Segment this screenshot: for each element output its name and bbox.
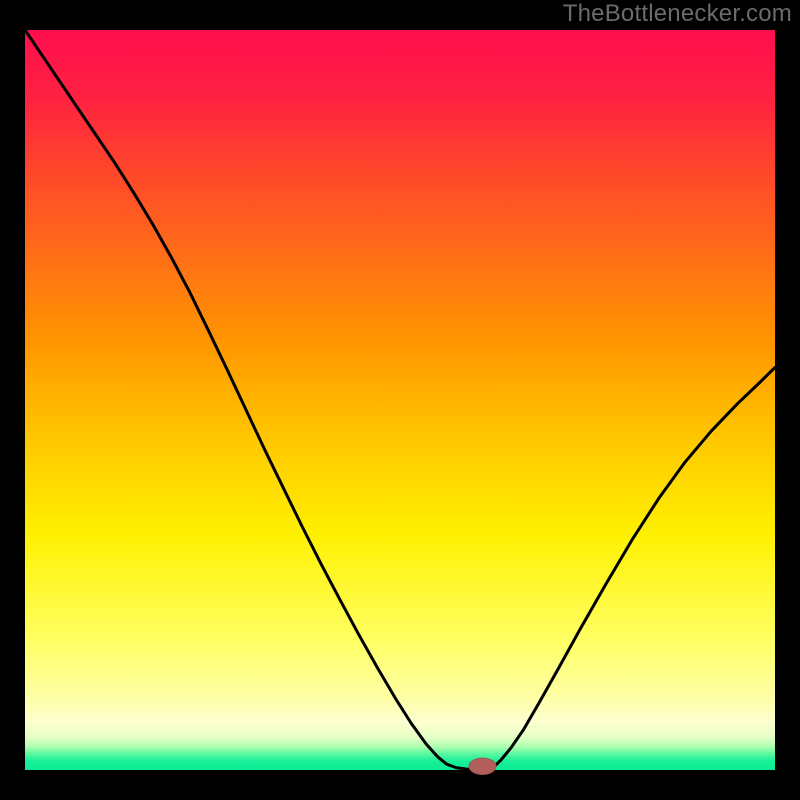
optimum-marker (469, 758, 496, 774)
chart-stage: TheBottlenecker.com (0, 0, 800, 800)
plot-background (25, 30, 775, 770)
attribution-label: TheBottlenecker.com (563, 0, 792, 28)
chart-svg (0, 0, 800, 800)
